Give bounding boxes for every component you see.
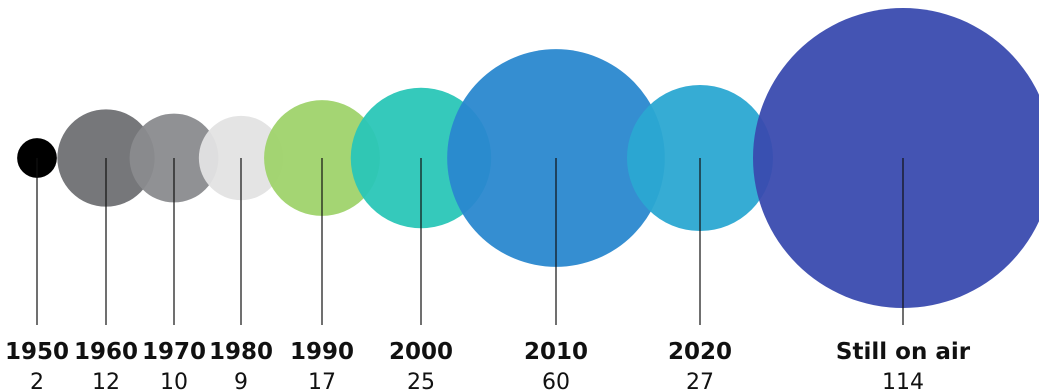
category-label: 2000 [389, 339, 453, 365]
category-label: 1970 [142, 339, 206, 365]
value-label: 114 [882, 370, 924, 392]
value-label: 27 [686, 370, 714, 392]
value-label: 25 [407, 370, 435, 392]
category-label: 1980 [209, 339, 273, 365]
category-label: 2010 [524, 339, 588, 365]
value-label: 2 [30, 370, 44, 392]
category-label: 1950 [5, 339, 69, 365]
bubbles-layer [17, 8, 1039, 308]
labels-layer: 1950 2 1960 12 1970 10 1980 9 1990 17 2000 25 2010 60… [5, 339, 971, 392]
category-label: 1960 [74, 339, 138, 365]
value-label: 60 [542, 370, 570, 392]
category-label: Still on air [836, 339, 971, 365]
value-label: 12 [92, 370, 120, 392]
category-label: 1990 [290, 339, 354, 365]
value-label: 17 [308, 370, 336, 392]
bubble-still-on-air [753, 8, 1039, 308]
category-label: 2020 [668, 339, 732, 365]
value-label: 10 [160, 370, 188, 392]
stems-layer [36, 158, 904, 325]
value-label: 9 [234, 370, 248, 392]
